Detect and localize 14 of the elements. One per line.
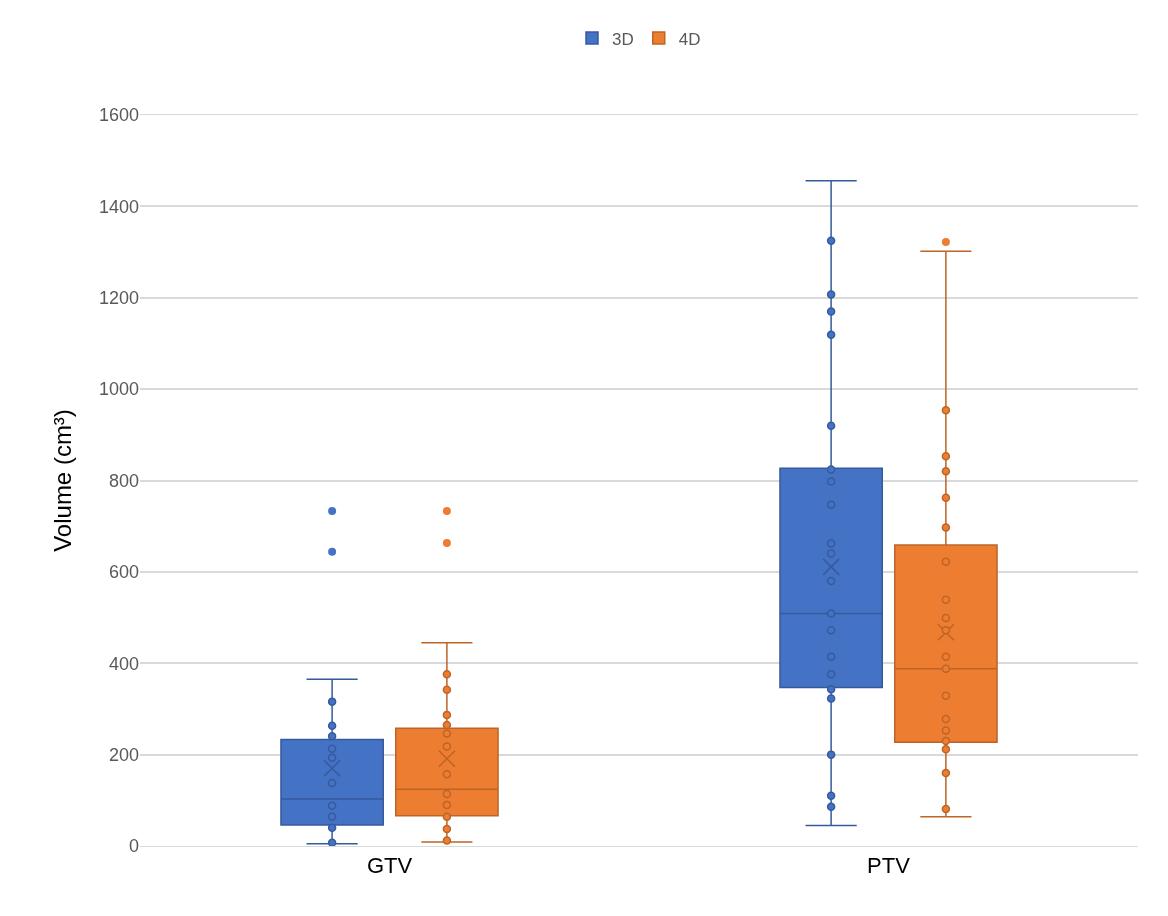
y-tick-label: 1000 — [98, 379, 139, 400]
legend-label: 3D — [612, 29, 634, 49]
x-tick-label: GTV — [366, 853, 413, 879]
y-tick-label: 0 — [128, 836, 139, 857]
y-tick-label: 400 — [108, 653, 139, 674]
legend-label: 4D — [678, 29, 701, 49]
y-tick-label: 1600 — [98, 105, 139, 126]
y-tick-label: 200 — [108, 744, 139, 765]
y-tick-label: 800 — [108, 470, 139, 491]
y-tick-label: 600 — [108, 562, 139, 583]
y-tick-label: 1200 — [98, 288, 139, 309]
y-tick-label: 1400 — [98, 196, 139, 217]
x-tick-label: PTV — [867, 853, 911, 879]
y-axis-title: Volume (cm³) — [49, 409, 77, 552]
